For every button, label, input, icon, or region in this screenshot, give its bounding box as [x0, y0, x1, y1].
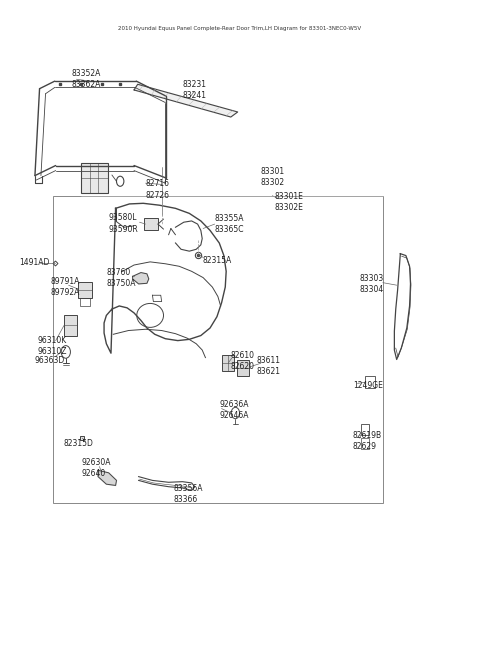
- Text: 83611
83621: 83611 83621: [256, 356, 280, 376]
- Bar: [361, 424, 369, 435]
- Text: 1249GE: 1249GE: [353, 381, 383, 390]
- Text: 83303
83304: 83303 83304: [360, 274, 384, 294]
- Text: 83356A
83366: 83356A 83366: [173, 483, 203, 504]
- Text: 96310K
96310Z: 96310K 96310Z: [37, 336, 67, 356]
- Text: 93580L
93590R: 93580L 93590R: [108, 213, 138, 234]
- Polygon shape: [134, 84, 238, 117]
- Text: 83352A
83362A: 83352A 83362A: [72, 69, 101, 89]
- Bar: [80, 298, 90, 306]
- Bar: [223, 355, 234, 371]
- Text: 83231
83241: 83231 83241: [182, 80, 206, 100]
- Text: 1491AD: 1491AD: [19, 258, 49, 267]
- Bar: [361, 438, 369, 449]
- Text: 89791A
89792A: 89791A 89792A: [50, 277, 80, 297]
- Bar: [78, 282, 92, 298]
- Text: 82315D: 82315D: [64, 439, 94, 448]
- Text: 92630A
92640: 92630A 92640: [81, 458, 110, 478]
- Text: 83355A
83365C: 83355A 83365C: [215, 214, 244, 234]
- Bar: [81, 163, 108, 194]
- Bar: [237, 360, 249, 376]
- Bar: [144, 218, 158, 230]
- Bar: [365, 377, 374, 388]
- Text: 83301E
83302E: 83301E 83302E: [275, 192, 303, 212]
- Bar: [53, 195, 383, 503]
- Text: 82315A: 82315A: [202, 256, 231, 265]
- Text: 82619B
82629: 82619B 82629: [353, 431, 382, 451]
- Text: 83760
83750A: 83760 83750A: [107, 268, 136, 288]
- Text: 83301
83302: 83301 83302: [261, 167, 285, 187]
- Polygon shape: [132, 273, 149, 284]
- Text: 82610
82620: 82610 82620: [231, 351, 255, 371]
- Text: 96363D: 96363D: [35, 356, 65, 365]
- Text: 2010 Hyundai Equus Panel Complete-Rear Door Trim,LH Diagram for 83301-3NEC0-W5V: 2010 Hyundai Equus Panel Complete-Rear D…: [119, 26, 361, 31]
- Text: 92636A
92646A: 92636A 92646A: [219, 400, 249, 420]
- Polygon shape: [98, 470, 117, 485]
- Text: 82716
82726: 82716 82726: [145, 179, 169, 199]
- Bar: [64, 316, 77, 336]
